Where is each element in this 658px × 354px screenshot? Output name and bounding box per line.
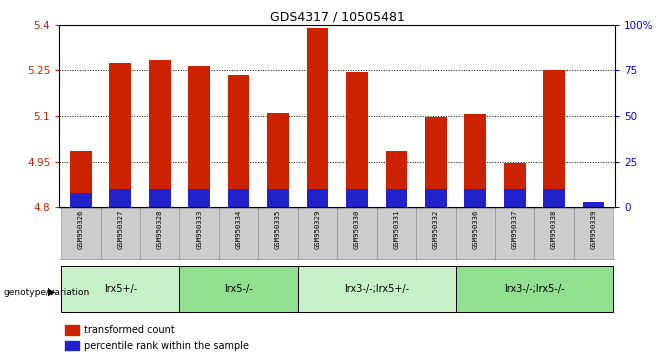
- Bar: [455, 207, 495, 260]
- Bar: [70, 151, 91, 207]
- Bar: [109, 189, 131, 207]
- Text: GSM950328: GSM950328: [157, 210, 163, 249]
- Bar: [219, 207, 259, 260]
- Bar: [149, 189, 170, 207]
- Bar: [307, 28, 328, 207]
- Bar: [267, 113, 289, 207]
- Text: GSM950338: GSM950338: [551, 210, 557, 249]
- Text: GSM950337: GSM950337: [512, 210, 518, 249]
- Text: GSM950339: GSM950339: [590, 210, 597, 249]
- Bar: [544, 70, 565, 207]
- Bar: [61, 266, 180, 313]
- Text: GSM950330: GSM950330: [354, 210, 360, 249]
- Bar: [346, 72, 368, 207]
- Bar: [504, 163, 526, 207]
- Text: lrx3-/-;lrx5+/-: lrx3-/-;lrx5+/-: [344, 284, 409, 295]
- Bar: [109, 63, 131, 207]
- Bar: [140, 207, 180, 260]
- Bar: [534, 207, 574, 260]
- Text: genotype/variation: genotype/variation: [3, 287, 89, 297]
- Bar: [259, 207, 298, 260]
- Bar: [61, 207, 101, 260]
- Text: GSM950336: GSM950336: [472, 210, 478, 249]
- Bar: [188, 189, 210, 207]
- Bar: [338, 207, 376, 260]
- Bar: [64, 341, 79, 350]
- Bar: [465, 114, 486, 207]
- Bar: [228, 189, 249, 207]
- Bar: [188, 66, 210, 207]
- Bar: [346, 189, 368, 207]
- Bar: [425, 189, 447, 207]
- Bar: [180, 266, 298, 313]
- Text: lrx5+/-: lrx5+/-: [104, 284, 137, 295]
- Bar: [416, 207, 455, 260]
- Text: GSM950331: GSM950331: [393, 210, 399, 249]
- Text: GSM950334: GSM950334: [236, 210, 241, 249]
- Bar: [465, 189, 486, 207]
- Bar: [455, 266, 613, 313]
- Text: GSM950333: GSM950333: [196, 210, 202, 249]
- Bar: [228, 75, 249, 207]
- Bar: [298, 266, 455, 313]
- Text: lrx3-/-;lrx5-/-: lrx3-/-;lrx5-/-: [504, 284, 565, 295]
- Bar: [386, 189, 407, 207]
- Bar: [574, 207, 613, 260]
- Text: GSM950329: GSM950329: [315, 210, 320, 249]
- Bar: [386, 151, 407, 207]
- Bar: [376, 207, 416, 260]
- Text: GSM950327: GSM950327: [117, 210, 123, 249]
- Bar: [64, 325, 79, 335]
- Bar: [180, 207, 219, 260]
- Bar: [425, 118, 447, 207]
- Text: ▶: ▶: [49, 287, 56, 297]
- Bar: [583, 202, 605, 207]
- Title: GDS4317 / 10505481: GDS4317 / 10505481: [270, 11, 405, 24]
- Text: percentile rank within the sample: percentile rank within the sample: [84, 341, 249, 350]
- Bar: [267, 189, 289, 207]
- Text: lrx5-/-: lrx5-/-: [224, 284, 253, 295]
- Bar: [307, 189, 328, 207]
- Bar: [495, 207, 534, 260]
- Text: GSM950335: GSM950335: [275, 210, 281, 249]
- Text: transformed count: transformed count: [84, 325, 175, 335]
- Text: GSM950332: GSM950332: [433, 210, 439, 249]
- Text: GSM950326: GSM950326: [78, 210, 84, 249]
- Bar: [544, 189, 565, 207]
- Bar: [298, 207, 337, 260]
- Bar: [70, 193, 91, 207]
- Bar: [149, 60, 170, 207]
- Bar: [101, 207, 140, 260]
- Bar: [504, 189, 526, 207]
